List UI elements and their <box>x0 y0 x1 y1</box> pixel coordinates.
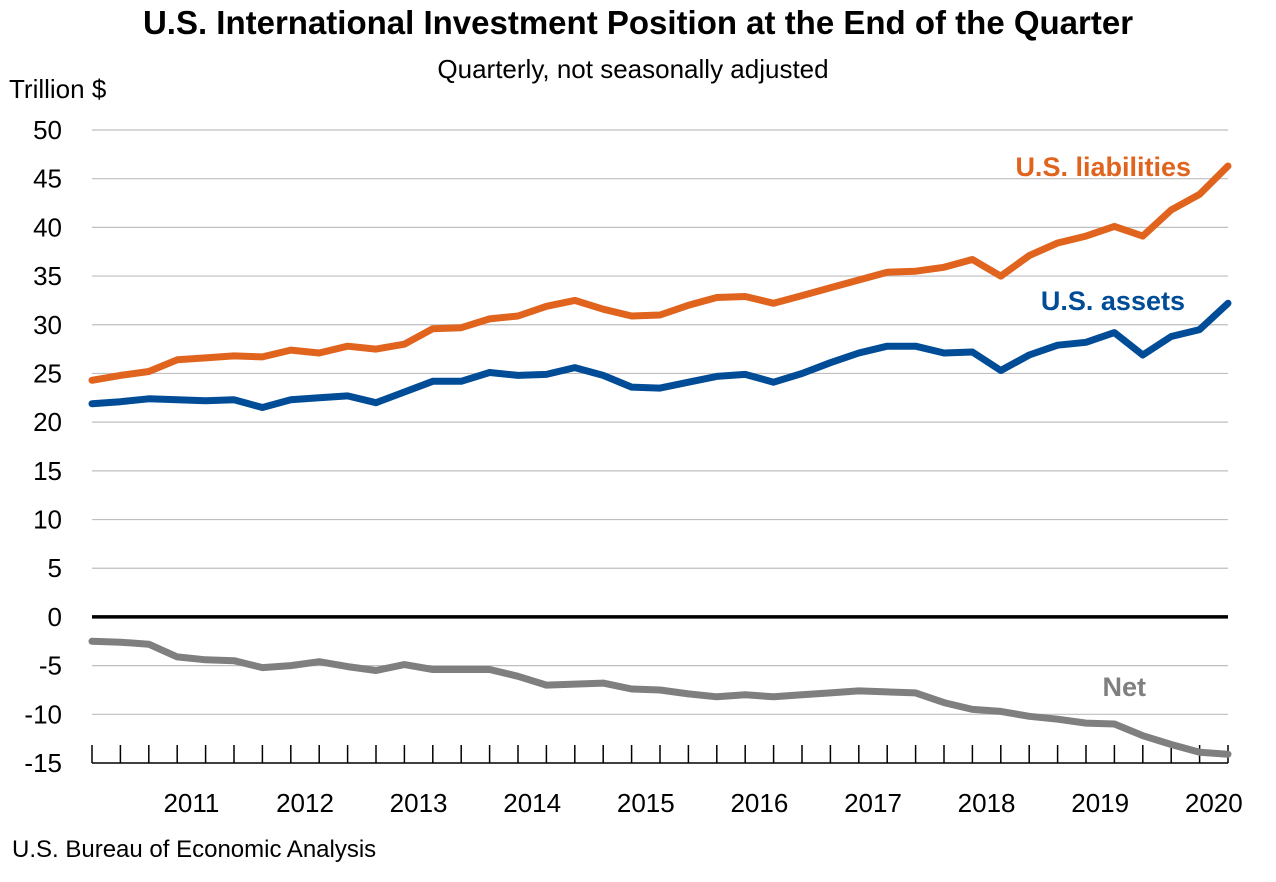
series-line-u-s-liabilities <box>88 162 1232 384</box>
chart-title: U.S. International Investment Position a… <box>142 4 1134 41</box>
y-tick-label: 40 <box>33 212 62 242</box>
y-tick-label: 30 <box>33 310 62 340</box>
x-tick-label: 2020 <box>1185 788 1243 818</box>
y-tick-label: 50 <box>33 115 62 145</box>
source-note: U.S. Bureau of Economic Analysis <box>12 836 377 863</box>
y-tick-label: 15 <box>33 456 62 486</box>
y-tick-label: 45 <box>33 164 62 194</box>
x-tick-label: 2013 <box>390 788 448 818</box>
y-axis-label: Trillion $ <box>9 74 107 104</box>
y-tick-label: 20 <box>33 407 62 437</box>
series-labels: U.S. liabilities U.S. assets Net <box>1015 152 1191 702</box>
series-label: U.S. liabilities <box>1015 152 1191 182</box>
x-tick-label: 2019 <box>1071 788 1129 818</box>
y-tick-label: -15 <box>24 748 62 778</box>
y-tick-label: -5 <box>39 651 62 681</box>
y-tick-label: 10 <box>33 505 62 535</box>
x-tick-label: 2015 <box>617 788 675 818</box>
series-line-net <box>88 637 1232 758</box>
y-tick-label: -10 <box>24 699 62 729</box>
gridlines <box>92 129 1228 715</box>
y-tick-label: 25 <box>33 358 62 388</box>
x-axis: 2011 2012 2013 2014 2015 2016 2017 2018 2019 2020 <box>91 745 1243 818</box>
series-line-u-s-assets <box>88 299 1232 411</box>
series-lines <box>88 162 1232 758</box>
y-tick-label: 5 <box>48 553 62 583</box>
x-tick-label: 2011 <box>163 788 219 818</box>
x-tick-label: 2018 <box>958 788 1016 818</box>
x-tick-label: 2012 <box>276 788 334 818</box>
chart-subtitle: Quarterly, not seasonally adjusted <box>437 54 829 84</box>
x-tick-label: 2014 <box>503 788 561 818</box>
x-tick-label: 2017 <box>844 788 902 818</box>
x-tick-label: 2016 <box>730 788 788 818</box>
y-tick-label: 0 <box>48 602 62 632</box>
y-tick-label: 35 <box>33 261 62 291</box>
series-label: U.S. assets <box>1041 286 1185 316</box>
series-label: Net <box>1102 672 1146 702</box>
